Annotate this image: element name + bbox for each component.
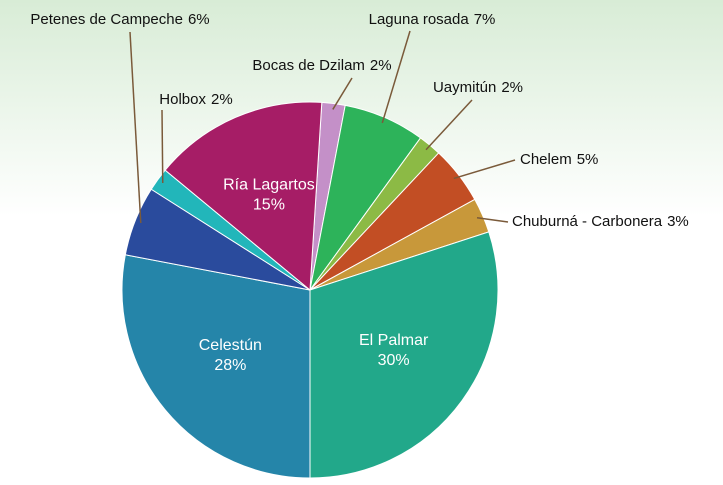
slice-name: Uaymitún xyxy=(433,79,496,96)
slice-label: Laguna rosada 7% xyxy=(369,11,496,28)
slice-value: 2% xyxy=(501,79,523,96)
slice-value: 6% xyxy=(188,11,210,28)
slice-name: El Palmar xyxy=(359,332,429,349)
pie-slice xyxy=(121,254,311,479)
slice-label: Petenes de Campeche 6% xyxy=(30,11,209,28)
slice-value: 30% xyxy=(378,352,410,369)
slice-label: Holbox 2% xyxy=(159,91,232,108)
slice-value: 2% xyxy=(211,91,233,108)
leader-line xyxy=(129,31,142,224)
slice-value: 2% xyxy=(370,57,392,74)
slice-name: Holbox xyxy=(159,91,206,108)
leader-line xyxy=(425,99,473,151)
slice-name: Laguna rosada xyxy=(369,11,470,28)
slice-label: Bocas de Dzilam 2% xyxy=(252,57,391,74)
slice-value: 7% xyxy=(474,11,496,28)
slice-name: Petenes de Campeche xyxy=(30,11,183,28)
leader-line xyxy=(381,30,411,124)
slice-value: 5% xyxy=(577,151,599,168)
slice-label: Chuburná - Carbonera 3% xyxy=(512,213,689,230)
slice-name: Ría Lagartos xyxy=(223,176,315,193)
slice-value: 3% xyxy=(667,213,689,230)
slice-value: 28% xyxy=(214,357,246,374)
slice-name: Bocas de Dzilam xyxy=(252,57,365,74)
slice-label: Uaymitún 2% xyxy=(433,79,523,96)
leader-line xyxy=(161,109,164,184)
slice-name: Celestún xyxy=(199,337,262,354)
leader-line xyxy=(476,216,509,223)
slice-name: Chuburná - Carbonera xyxy=(512,213,663,230)
leader-line xyxy=(332,77,353,110)
slice-label: Chelem 5% xyxy=(520,151,598,168)
slice-value: 15% xyxy=(253,196,285,213)
leader-line xyxy=(453,159,516,180)
pie-slice xyxy=(164,101,323,292)
slice-name: Chelem xyxy=(520,151,572,168)
pie-slice xyxy=(309,231,499,479)
